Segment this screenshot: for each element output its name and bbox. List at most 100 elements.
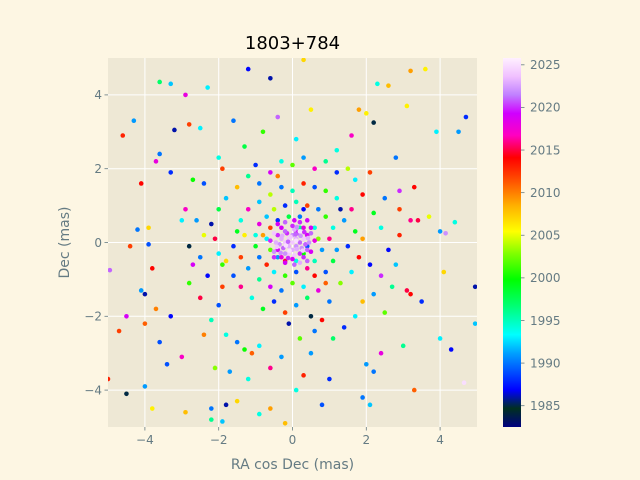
data-point [149,266,155,271]
data-point [330,336,336,341]
data-point [197,125,203,131]
data-point [294,246,300,252]
data-point [223,332,229,338]
data-point [297,229,303,234]
data-point [190,177,196,183]
data-point [268,170,273,175]
data-point [302,229,307,235]
data-point [334,170,340,175]
data-point [201,332,207,338]
data-point [382,310,388,315]
data-point [256,343,262,349]
data-point [319,317,325,323]
data-point [330,225,336,231]
data-point [293,232,298,237]
data-point [294,224,300,230]
data-point [153,306,159,312]
data-point [308,230,314,236]
data-point [297,240,303,245]
data-point [209,221,214,227]
data-point [408,218,413,223]
data-point [290,256,295,262]
data-point [456,129,461,135]
y-tick-label: 2 [94,162,102,176]
data-point [127,243,133,249]
data-point [234,229,240,234]
data-point [301,284,306,290]
data-point [452,219,458,225]
data-point [274,244,280,250]
data-point [411,387,417,393]
data-point [293,199,299,205]
data-point [209,417,214,422]
data-point [231,243,236,249]
data-point [256,181,262,186]
data-point [253,243,258,249]
data-point [231,118,236,124]
data-point [268,238,273,243]
data-point [419,299,424,304]
data-point [275,254,281,260]
data-point [327,236,332,242]
data-point [312,328,317,334]
data-point [293,269,299,275]
data-point [301,254,306,260]
data-point [216,302,221,308]
data-point [308,350,314,356]
data-point [138,288,144,293]
data-point [290,188,295,194]
data-point [268,75,273,81]
data-point [352,314,358,319]
data-point [304,295,310,301]
data-point [375,81,380,87]
y-tick-label: −2 [84,310,102,324]
data-point [282,273,288,279]
data-point [157,79,162,85]
data-point [142,384,148,389]
data-point [271,269,277,275]
data-point [220,419,225,424]
data-point [312,225,317,231]
data-point [308,314,314,319]
data-point [172,127,177,133]
data-point [271,299,277,304]
data-point [282,260,288,266]
data-point [297,214,303,219]
data-point [356,107,362,112]
data-point [323,280,329,286]
data-point [367,402,373,408]
data-point [293,387,299,393]
data-point [400,343,406,349]
data-point [138,181,144,186]
data-point [393,155,399,160]
data-point [242,232,247,238]
data-point [157,339,162,345]
data-point [341,218,347,223]
data-point [349,206,354,212]
data-point [290,280,295,286]
data-point [271,249,277,255]
data-point [282,421,288,426]
data-point [271,206,277,212]
colorbar-tick-label: 2020 [530,101,561,115]
data-point [216,206,221,212]
data-point [260,306,266,312]
data-point [308,225,314,231]
data-point [338,206,343,212]
data-point [216,155,221,160]
data-point [334,247,340,253]
data-point [279,354,284,360]
data-point [316,206,321,212]
data-point [282,251,288,256]
data-point [216,251,221,256]
data-point [397,188,402,194]
data-point [290,240,295,245]
data-point [319,402,325,408]
data-point [312,258,317,264]
data-point [287,248,292,253]
data-point [286,321,292,326]
data-point [437,229,443,234]
data-point [327,376,332,382]
data-point [441,269,447,275]
data-point [293,238,299,243]
